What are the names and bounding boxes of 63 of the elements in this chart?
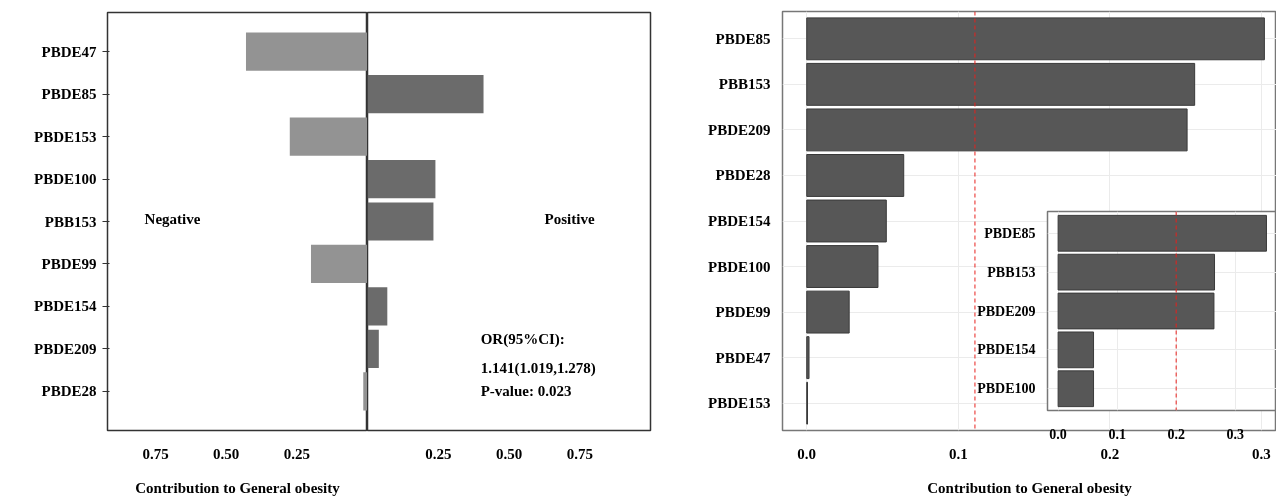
x-tick-label: 0.25 [283,445,310,462]
x-tick-label: 0.75 [566,445,593,462]
annotation: P-value: 0.023 [480,382,572,399]
bar [806,290,850,334]
bar [310,244,367,284]
x-tick-label: 0.50 [213,445,240,462]
bar [806,62,1196,106]
bar [367,329,379,369]
annotation: 1.141(1.019,1.278) [480,359,596,377]
y-tick-label: PBDE47 [715,349,771,366]
x-tick-label: 0.1 [948,445,968,462]
x-tick-label: 0.0 [797,445,817,462]
y-tick-label: PBB153 [718,76,771,93]
y-tick-label: PBDE100 [34,171,97,188]
bar [289,117,367,156]
x-axis-title: Contribution to General obesity [927,479,1133,496]
bar [367,202,434,241]
bar [806,336,810,380]
y-tick-label: PBDE153 [708,395,771,412]
y-tick-label: PBDE153 [34,128,97,145]
y-tick-label: PBDE85 [715,30,771,47]
bar [806,108,1188,152]
bar [1057,214,1267,252]
annotation: OR(95%CI): [480,330,565,348]
x-tick-label: 0.2 [1100,445,1120,462]
y-tick-label: PBDE85 [984,225,1036,241]
bar [806,199,887,243]
x-tick-label: 0.3 [1251,445,1271,462]
annotation: Negative [144,211,201,228]
y-tick-label: PBDE209 [34,340,97,357]
x-tick-label: 0.2 [1167,426,1185,442]
y-tick-label: PBDE154 [708,213,771,229]
bar [245,32,367,71]
bar [806,17,1265,61]
y-tick-label: PBDE209 [708,121,771,138]
bar [363,372,367,411]
bar [1057,370,1095,408]
y-tick-label: PBB153 [44,213,97,230]
bar [367,287,388,326]
x-tick-label: 0.50 [495,445,523,462]
x-tick-label: 0.1 [1108,426,1126,442]
y-tick-label: PBDE99 [715,304,771,321]
y-tick-label: PBDE154 [34,298,97,315]
bar [367,159,436,199]
y-tick-label: PBDE154 [977,342,1036,358]
y-tick-label: PBDE47 [41,43,97,60]
y-tick-label: PBDE28 [715,167,771,184]
x-axis-title: Contribution to General obesity [135,479,341,496]
x-tick-label: 0.25 [425,445,452,462]
x-tick-label: 0.3 [1226,426,1244,442]
y-tick-label: PBDE100 [977,381,1036,397]
x-tick-label: 0.75 [142,445,169,462]
x-tick-label: 0.0 [1049,426,1067,442]
annotation: Positive [544,211,595,228]
y-tick-label: PBB153 [987,264,1036,280]
y-tick-label: PBDE209 [977,303,1036,319]
y-tick-label: PBDE85 [41,86,97,103]
y-tick-label: PBDE99 [41,255,97,272]
y-tick-label: PBDE100 [708,258,771,275]
bar [806,154,905,197]
bar [367,74,484,114]
y-tick-label: PBDE28 [41,383,97,400]
bar [806,245,879,288]
